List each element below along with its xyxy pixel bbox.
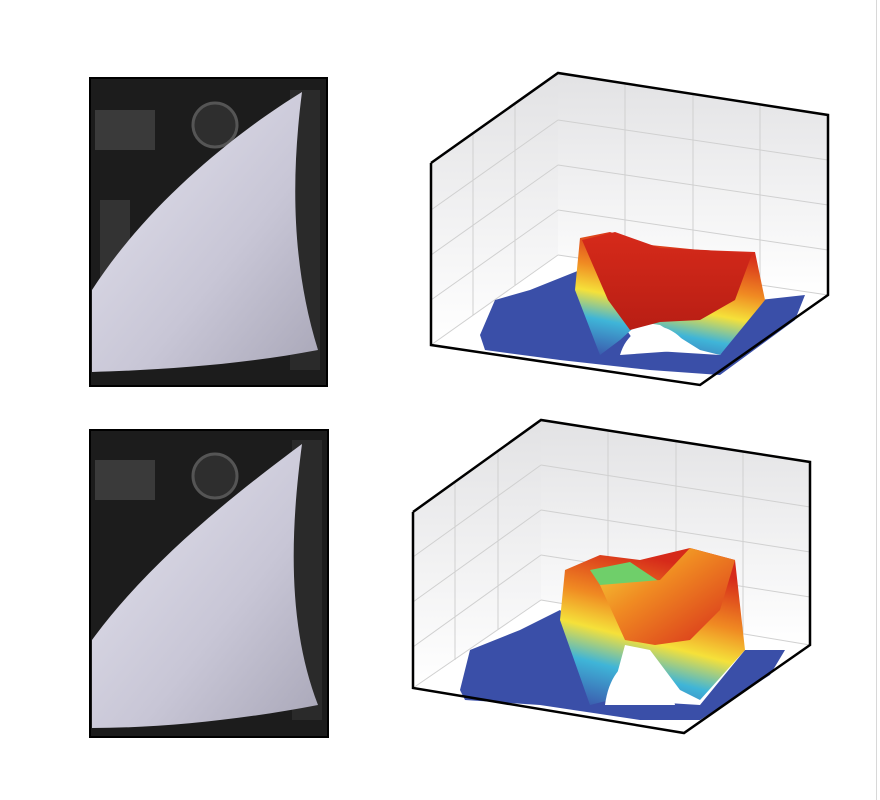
surface-plot-top <box>429 71 830 387</box>
photo-bottom <box>89 429 329 738</box>
photo-top <box>89 77 328 387</box>
surface-plot-bottom <box>411 418 812 735</box>
formed-part-photo <box>92 444 318 728</box>
formed-part-photo <box>92 92 318 372</box>
page-edge-divider <box>876 0 877 800</box>
